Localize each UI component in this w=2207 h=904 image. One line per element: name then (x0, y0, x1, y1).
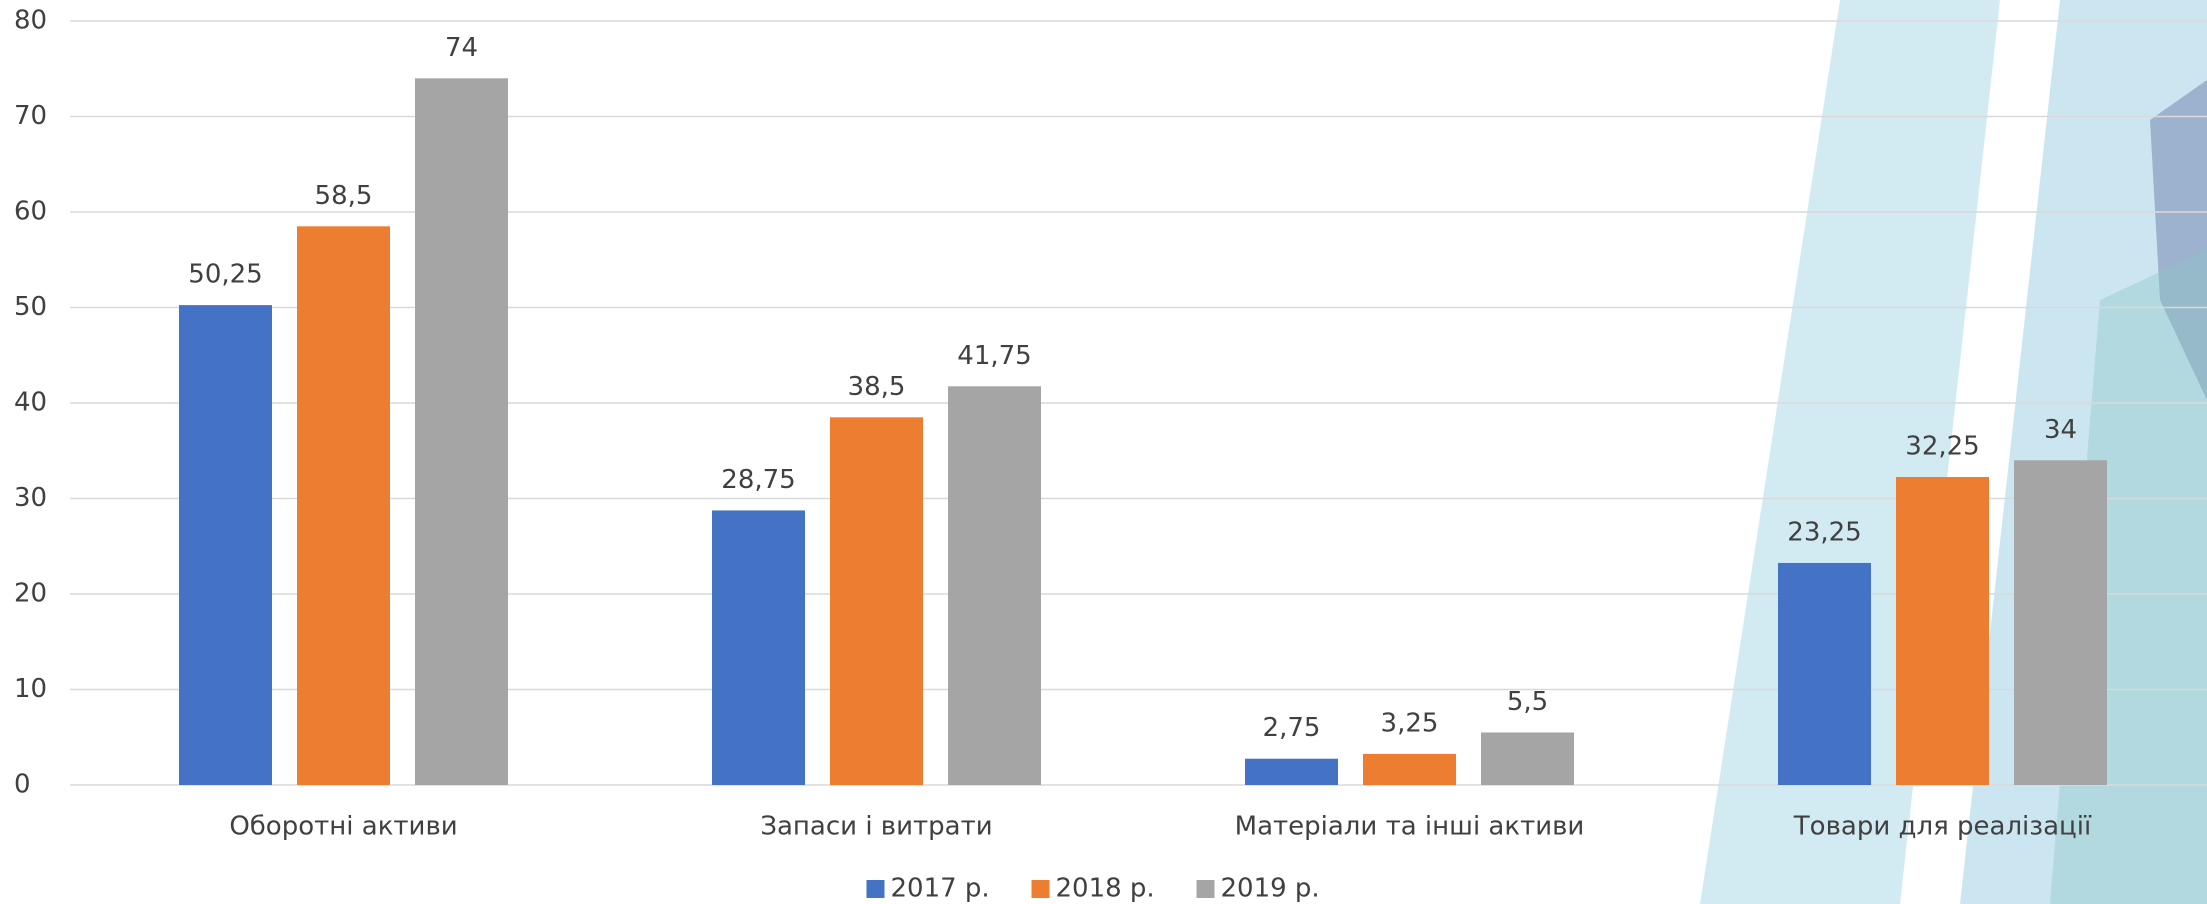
y-tick-label: 10 (14, 674, 47, 704)
value-label: 50,25 (188, 260, 262, 290)
value-label: 58,5 (315, 181, 373, 211)
bar (1481, 732, 1574, 785)
bar (948, 386, 1041, 785)
value-label: 2,75 (1263, 713, 1321, 743)
y-tick-label: 70 (14, 101, 47, 131)
bar (1245, 759, 1338, 785)
legend-label: 2019 р. (1221, 874, 1320, 904)
bar (297, 226, 390, 785)
x-tick-label: Товари для реалізації (1793, 812, 2092, 842)
value-label: 38,5 (848, 372, 906, 402)
y-tick-label: 80 (14, 6, 47, 36)
value-label: 74 (445, 33, 478, 63)
bar (830, 417, 923, 785)
bar (712, 510, 805, 785)
value-label: 34 (2044, 415, 2077, 445)
bar (1363, 754, 1456, 785)
value-label: 3,25 (1381, 708, 1439, 738)
legend-swatch (1032, 880, 1050, 898)
y-tick-label: 30 (14, 483, 47, 513)
y-tick-label: 0 (14, 770, 31, 800)
bar (415, 78, 508, 785)
y-tick-label: 50 (14, 292, 47, 322)
y-tick-label: 40 (14, 388, 47, 418)
legend-swatch (867, 880, 885, 898)
value-label: 41,75 (957, 341, 1031, 371)
x-tick-label: Матеріали та інші активи (1235, 812, 1585, 842)
legend-label: 2017 р. (891, 874, 990, 904)
y-tick-label: 60 (14, 197, 47, 227)
legend-label: 2018 р. (1056, 874, 1155, 904)
legend-swatch (1197, 880, 1215, 898)
value-label: 23,25 (1787, 517, 1861, 547)
x-tick-label: Оборотні активи (229, 812, 457, 842)
bar (2014, 460, 2107, 785)
value-label: 32,25 (1905, 432, 1979, 462)
value-label: 28,75 (721, 465, 795, 495)
bar (1778, 563, 1871, 785)
bar (1896, 477, 1989, 785)
y-tick-label: 20 (14, 579, 47, 609)
value-label: 5,5 (1507, 687, 1548, 717)
chart: 0 10 20 30 40 50 60 70 80 Оборотні активи 50,25 58,… (0, 0, 2207, 904)
x-tick-label: Запаси і витрати (760, 812, 992, 842)
bar (179, 305, 272, 785)
